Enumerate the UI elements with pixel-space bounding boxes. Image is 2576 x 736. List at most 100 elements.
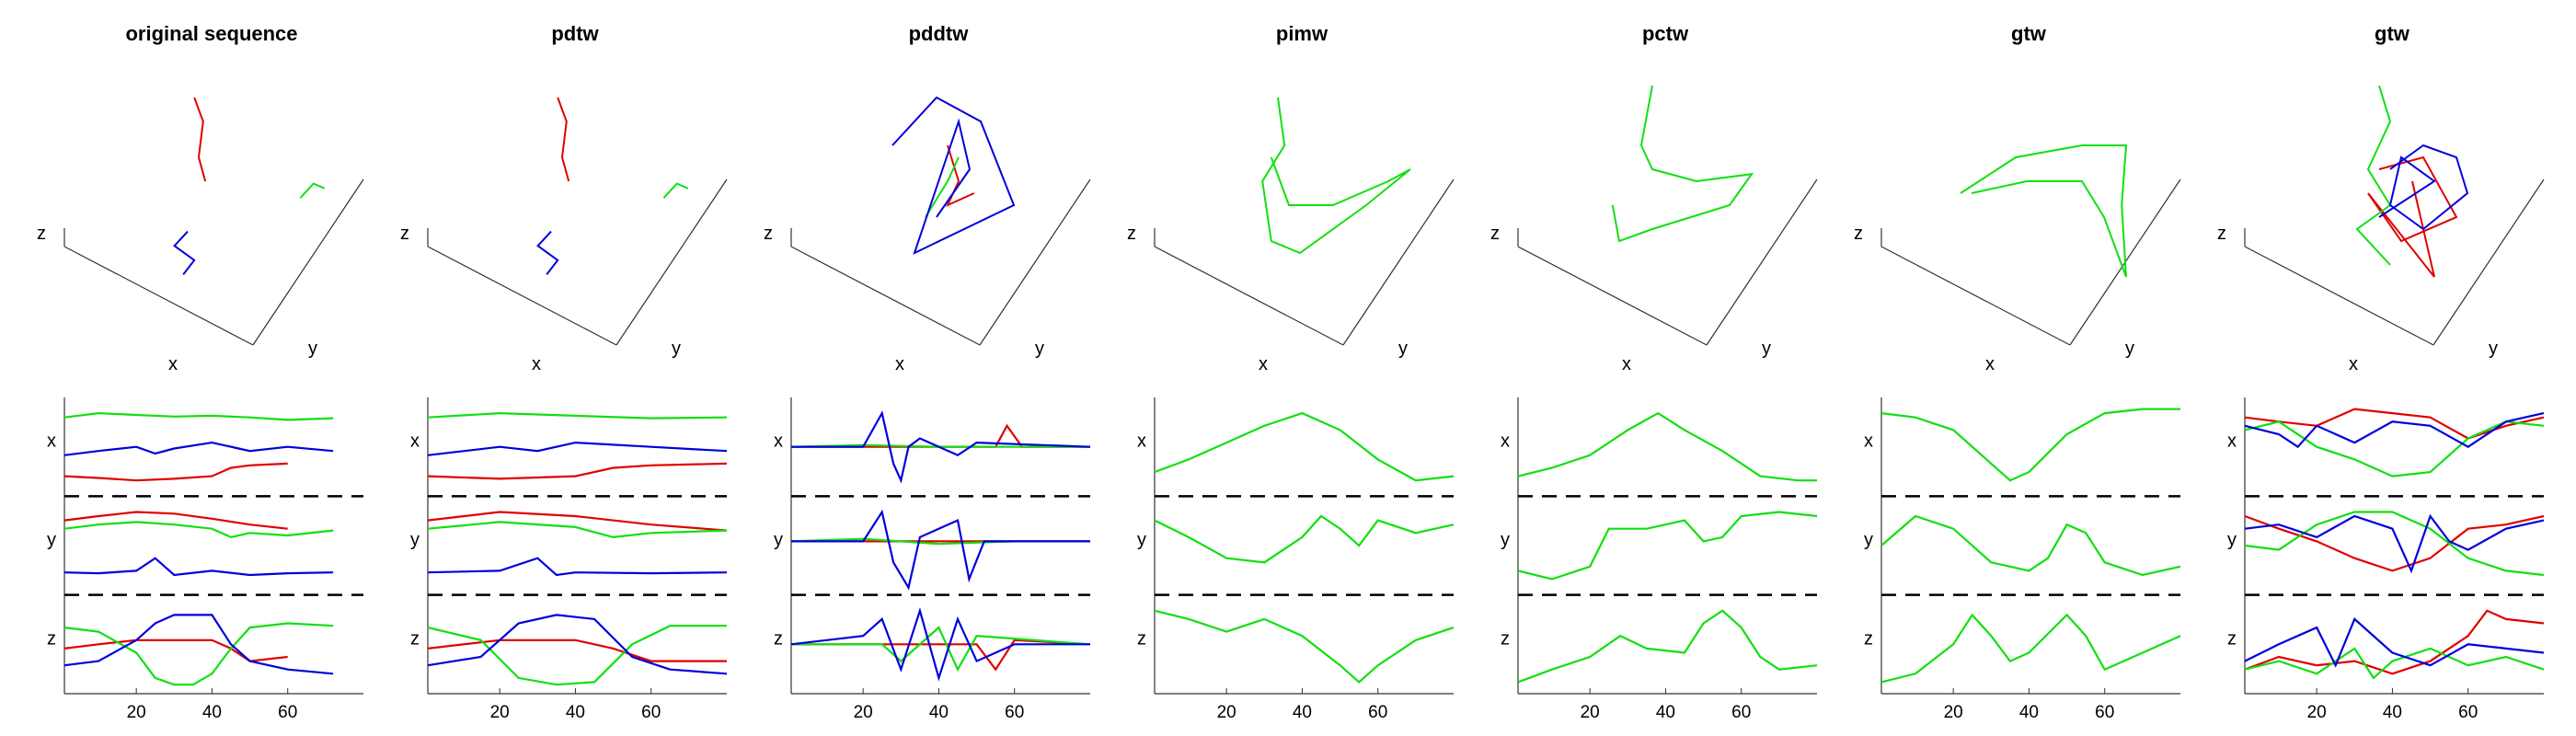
panel-4-row-label-z: z: [1501, 628, 1510, 649]
panel-5-axis3d-y-label: y: [2125, 339, 2134, 359]
panel-6-axis3d-y-label: y: [2489, 339, 2498, 359]
panel-3-xtick-label-40: 40: [1293, 703, 1312, 722]
panel-6-curve-1: [2244, 420, 2545, 477]
panel-6-row-label-y: y: [2227, 530, 2237, 550]
panel-6-traj3d-red: [2367, 155, 2458, 278]
panel-5-title: gtw: [2011, 22, 2047, 45]
panel-5-curve-2: [1880, 613, 2181, 684]
panel-6-axis3d-x-label: x: [2349, 354, 2358, 374]
panel-3-row-label-z: z: [1137, 628, 1146, 649]
panel-3-xtick-label-20: 20: [1217, 703, 1236, 722]
panel-0-axis3d-y: [252, 178, 364, 346]
panel-4-curve-1: [1517, 511, 1818, 581]
panel-4-traj3d-green: [1611, 85, 1754, 243]
panel-5-axis3d-x-label: x: [1985, 354, 1995, 374]
panel-3-axis3d-y: [1342, 178, 1455, 346]
panel-0-curve-0: [63, 462, 288, 482]
panel-6-curve-4: [2244, 511, 2545, 577]
panel-2-curve-5: [791, 509, 1090, 591]
panel-1-axis3d-z-label: z: [400, 224, 409, 244]
panel-0-traj3d-red: [193, 97, 207, 182]
panel-6-axis3d-y: [2432, 178, 2545, 346]
panel-6-traj3d-blue: [2378, 144, 2469, 231]
panel-5-axis3d-z-label: z: [1854, 224, 1863, 244]
panel-5-xtick-label-20: 20: [1944, 703, 1963, 722]
panel-6-curve-8: [2244, 617, 2545, 668]
panel-2-xtick-label-40: 40: [929, 703, 949, 722]
panel-3-title: pimw: [1276, 22, 1328, 45]
panel-0-title: original sequence: [125, 22, 297, 45]
panel-0-row-label-x: x: [47, 431, 56, 452]
panel-0-curve-1: [63, 411, 334, 421]
panel-3-axis3d-x-label: x: [1259, 354, 1268, 374]
panel-0-curve-2: [63, 441, 334, 456]
panel-2-axis3d-z-label: z: [764, 224, 773, 244]
panel-6-traj3d-green: [2355, 85, 2392, 266]
panel-0-row-label-y: y: [47, 530, 56, 550]
panel-4-row-label-x: x: [1501, 431, 1510, 452]
panel-6-xtick-label-60: 60: [2458, 703, 2478, 722]
panel-4-axis3d-y-label: y: [1762, 339, 1771, 359]
panel-2-curve-2: [791, 410, 1091, 484]
panel-4-xtick-label-20: 20: [1581, 703, 1600, 722]
panel-6-axis3d-x: [2244, 246, 2434, 346]
panel-3-row-label-x: x: [1137, 431, 1146, 452]
panel-6-row-label-z: z: [2227, 628, 2237, 649]
panel-2-curve-7: [791, 626, 1091, 673]
panel-4-title: pctw: [1642, 22, 1689, 45]
panel-6-curve-7: [2244, 647, 2545, 680]
panel-0-xtick-label-40: 40: [202, 703, 222, 722]
panel-2-curve-0: [791, 423, 1090, 448]
panel-1-row-label-x: x: [410, 431, 420, 452]
panel-0-axis3d-z-label: z: [37, 224, 46, 244]
panel-5-traj3d-green: [1960, 144, 2128, 278]
panel-4-row-label-y: y: [1501, 530, 1510, 550]
panel-1-axis3d-y: [615, 178, 728, 346]
panel-0-xtick-label-20: 20: [127, 703, 146, 722]
panel-6-axis3d-z-label: z: [2217, 224, 2226, 244]
panel-0-curve-4: [63, 521, 334, 539]
panel-1-xtick-label-20: 20: [490, 703, 510, 722]
panel-0-curve-7: [63, 622, 334, 686]
panel-1-curve-5: [427, 557, 728, 577]
panel-2-curve-8: [790, 606, 1090, 682]
panel-5-curve-1: [1880, 514, 2181, 577]
panel-6-row-label-x: x: [2227, 431, 2237, 452]
panel-0-traj3d-green: [299, 182, 326, 199]
panel-1-row-label-z: z: [410, 628, 420, 649]
panel-4-axis3d-y: [1706, 178, 1818, 346]
panel-1-axis3d-x: [427, 246, 617, 346]
panel-3-curve-1: [1154, 514, 1455, 564]
panel-4-xtick-label-40: 40: [1656, 703, 1675, 722]
panel-3-curve-0: [1154, 411, 1455, 482]
panel-0-curve-8: [63, 614, 334, 675]
panel-1-axis3d-y-label: y: [672, 339, 681, 359]
panel-5-curve-0: [1880, 408, 2180, 482]
panel-2-title: pddtw: [909, 22, 970, 45]
panel-2-axis3d-x-label: x: [895, 354, 904, 374]
panel-0-xtick-label-60: 60: [278, 703, 297, 722]
panel-5-row-label-z: z: [1864, 628, 1873, 649]
panel-4-curve-0: [1517, 411, 1817, 482]
panel-1-curve-1: [427, 411, 728, 420]
panel-5-axis3d-x: [1880, 246, 2071, 346]
panel-0-curve-3: [63, 511, 288, 530]
panel-1-xtick-label-40: 40: [566, 703, 585, 722]
panel-1-traj3d-blue: [536, 230, 559, 276]
panel-1-row-label-y: y: [410, 530, 420, 550]
panel-1-traj3d-red: [557, 97, 570, 182]
panel-1-curve-2: [427, 441, 728, 456]
panel-0-curve-5: [63, 557, 334, 577]
panel-1-curve-7: [427, 625, 727, 686]
panel-5-xtick-label-60: 60: [2095, 703, 2114, 722]
panel-3-curve-2: [1154, 609, 1455, 684]
panel-4-axis3d-x: [1517, 246, 1708, 346]
panel-1-curve-8: [427, 614, 728, 675]
panel-3-axis3d-y-label: y: [1398, 339, 1408, 359]
panel-6-curve-2: [2244, 412, 2545, 449]
panel-3-axis3d-z-label: z: [1127, 224, 1136, 244]
panel-4-curve-2: [1517, 609, 1818, 684]
panel-2-axis3d-y-label: y: [1035, 339, 1044, 359]
panel-4-xtick-label-60: 60: [1731, 703, 1751, 722]
